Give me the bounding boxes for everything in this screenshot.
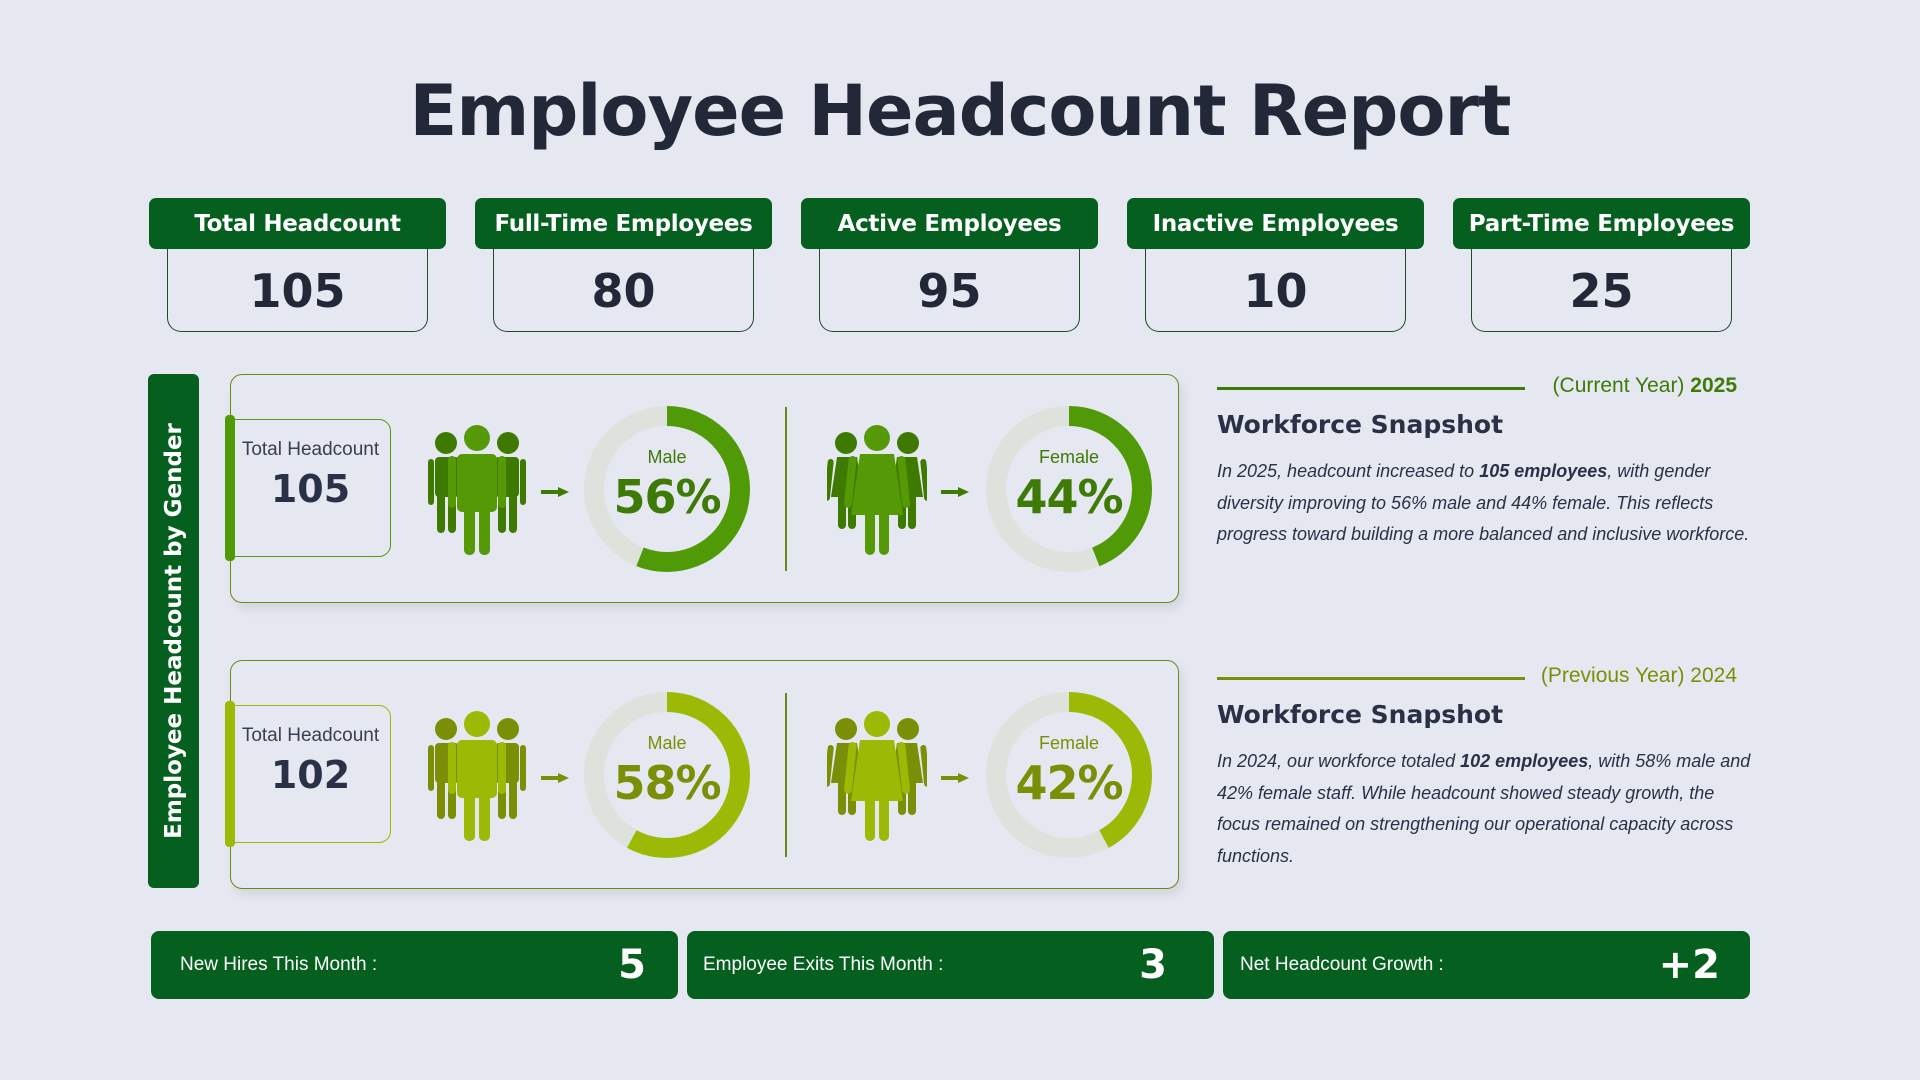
headcount-label: Total Headcount [241, 439, 380, 460]
side-label-text: Employee Headcount by Gender [160, 423, 187, 839]
male-group-icon [428, 711, 526, 841]
kpi-value: 105 [167, 238, 428, 332]
kpi-value: 95 [819, 238, 1080, 332]
arrow-right-icon [941, 487, 969, 497]
arrow-right-icon [541, 487, 569, 497]
snapshot-text: In 2025, headcount increased to 105 empl… [1217, 456, 1757, 551]
snapshot-text: In 2024, our workforce totaled 102 emplo… [1217, 746, 1757, 872]
male-group-icon [428, 425, 526, 555]
year-value: 2025 [1690, 374, 1737, 397]
snapshot-year-label: (Previous Year) 2024 [1541, 664, 1737, 688]
headcount-label: Total Headcount [241, 725, 380, 746]
headcount-value: 105 [270, 467, 351, 511]
snapshot-title: Workforce Snapshot [1217, 700, 1504, 729]
stat-net-growth: Net Headcount Growth : +2 [1223, 931, 1750, 999]
kpi-label: Part-Time Employees [1453, 198, 1750, 249]
kpi-label: Total Headcount [149, 198, 446, 249]
male-donut-chart [584, 692, 750, 858]
kpi-card-full-time: Full-Time Employees 80 [475, 198, 772, 334]
snapshot-title: Workforce Snapshot [1217, 410, 1504, 439]
section-side-label: Employee Headcount by Gender [148, 374, 199, 888]
snapshot-year-label: (Current Year) 2025 [1553, 374, 1737, 398]
stat-label: New Hires This Month : [180, 954, 378, 975]
stat-employee-exits: Employee Exits This Month : 3 [687, 931, 1214, 999]
text-part: , with gender diversity improving to 56%… [1217, 461, 1750, 544]
kpi-value: 80 [493, 238, 754, 332]
text-bold: 105 employees [1479, 461, 1608, 481]
gender-panel-current: Total Headcount 105 Male 56% [225, 374, 1179, 603]
page-title: Employee Headcount Report [409, 70, 1512, 152]
kpi-card-active: Active Employees 95 [801, 198, 1098, 334]
female-group-icon [827, 711, 927, 841]
headcount-box: Total Headcount 105 [231, 419, 391, 557]
year-prefix: (Previous Year) [1540, 664, 1685, 687]
kpi-card-inactive: Inactive Employees 10 [1127, 198, 1424, 334]
female-percentage: 42% [1015, 756, 1123, 810]
snapshot-rule [1217, 387, 1525, 390]
female-label: Female [1038, 447, 1100, 467]
kpi-card-part-time: Part-Time Employees 25 [1453, 198, 1750, 334]
female-group-icon [827, 425, 927, 555]
headcount-box: Total Headcount 102 [231, 705, 391, 843]
stat-label: Net Headcount Growth : [1240, 954, 1444, 975]
male-donut-chart [584, 406, 750, 572]
year-prefix: (Current Year) [1552, 374, 1685, 397]
text-bold: 102 employees [1460, 751, 1589, 771]
snapshot-rule [1217, 677, 1525, 680]
kpi-label: Inactive Employees [1127, 198, 1424, 249]
text-part: In 2025, headcount increased to [1217, 461, 1480, 481]
male-label: Male [647, 447, 687, 467]
divider [785, 693, 787, 857]
kpi-label: Full-Time Employees [475, 198, 772, 249]
kpi-value: 10 [1145, 238, 1406, 332]
arrow-right-icon [541, 773, 569, 783]
stat-label: Employee Exits This Month : [703, 954, 944, 975]
stat-value: +2 [1658, 942, 1720, 988]
male-label: Male [647, 733, 687, 753]
gender-panel-previous: Total Headcount 102 Male 58% [225, 660, 1179, 889]
text-part: , with 58% male and 42% female staff. Wh… [1217, 751, 1751, 866]
accent-bar [225, 415, 235, 561]
female-donut-chart [986, 692, 1152, 858]
kpi-value: 25 [1471, 238, 1732, 332]
female-label: Female [1038, 733, 1100, 753]
year-value: 2024 [1690, 664, 1737, 687]
kpi-label: Active Employees [801, 198, 1098, 249]
stat-value: 3 [1139, 942, 1167, 988]
male-percentage: 58% [613, 756, 721, 810]
male-percentage: 56% [613, 470, 721, 524]
female-donut-chart [986, 406, 1152, 572]
stat-value: 5 [618, 942, 646, 988]
stat-new-hires: New Hires This Month : 5 [151, 931, 678, 999]
divider [785, 407, 787, 571]
accent-bar [225, 701, 235, 847]
headcount-value: 102 [270, 753, 351, 797]
text-part: In 2024, our workforce totaled [1217, 751, 1461, 771]
female-percentage: 44% [1015, 470, 1123, 524]
arrow-right-icon [941, 773, 969, 783]
kpi-card-total-headcount: Total Headcount 105 [149, 198, 446, 334]
